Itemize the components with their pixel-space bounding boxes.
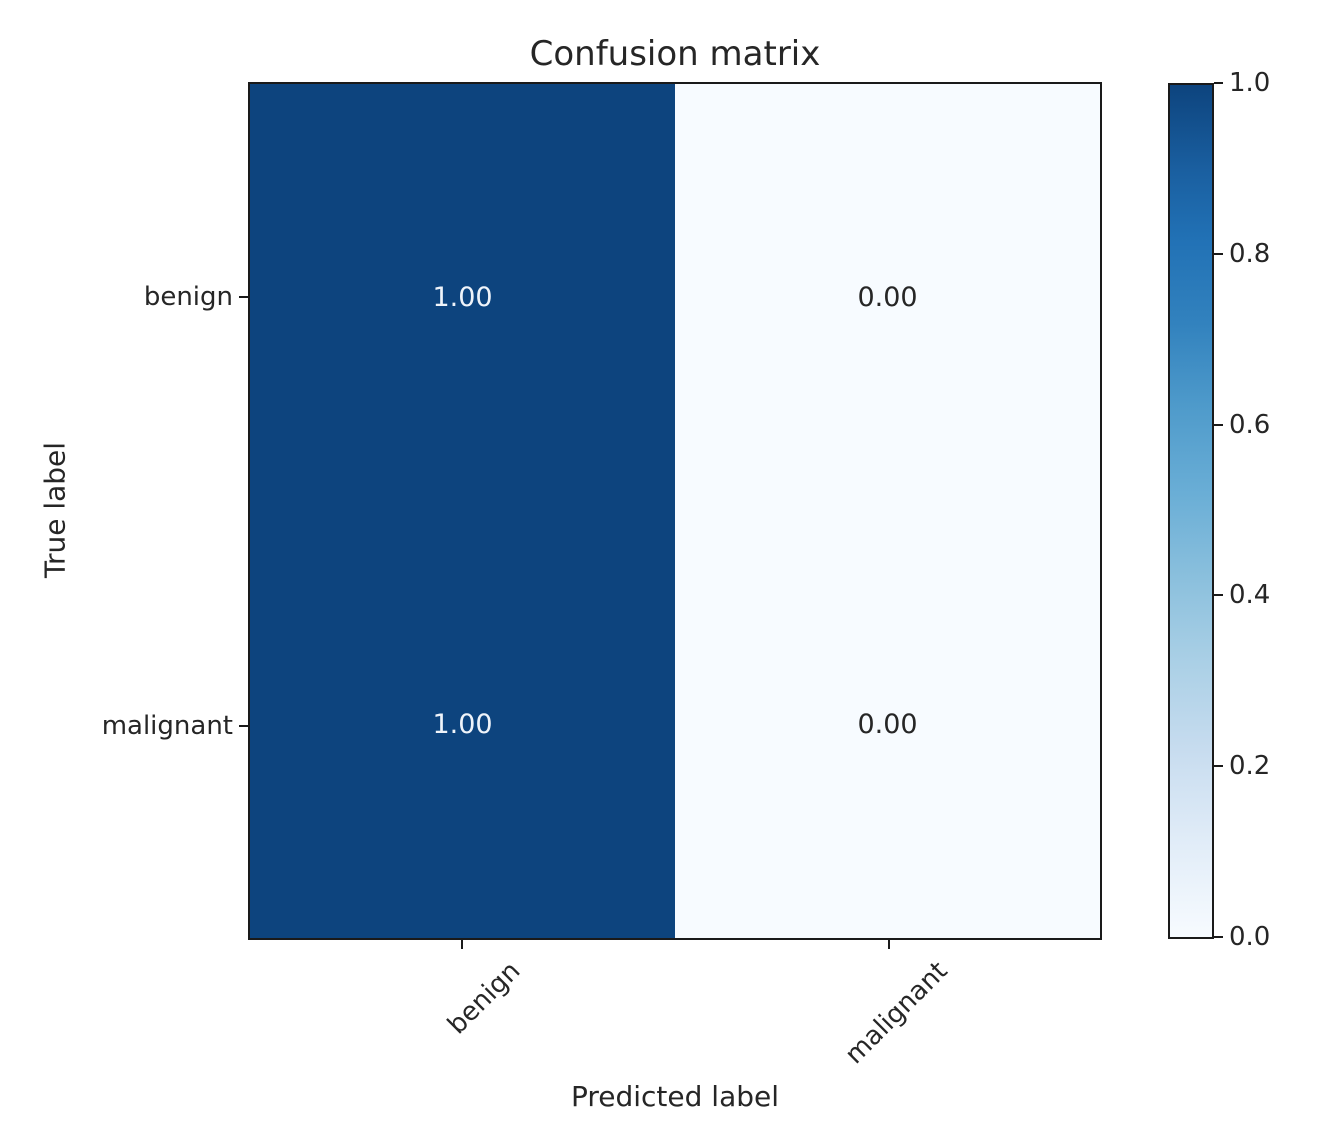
- y-tick-mark: [239, 295, 248, 298]
- heatmap-plot: 1.00 0.00 1.00 0.00: [248, 82, 1102, 940]
- colorbar-tick-label-0.2: 0.2: [1229, 751, 1271, 782]
- colorbar-tick-label-1.0: 1.0: [1229, 68, 1271, 98]
- x-tick-mark: [460, 940, 463, 949]
- chart-title: Confusion matrix: [529, 34, 821, 74]
- y-tick-mark: [239, 724, 248, 727]
- colorbar-tick-mark: [1214, 252, 1223, 255]
- heatmap-cell-malignant-malignant: 0.00: [675, 511, 1100, 938]
- colorbar-tick-label-0.0: 0.0: [1229, 922, 1271, 952]
- y-tick-label-malignant: malignant: [101, 710, 233, 741]
- cell-value: 0.00: [857, 282, 918, 313]
- colorbar-tick-label-0.4: 0.4: [1229, 580, 1271, 611]
- colorbar-tick-label-0.6: 0.6: [1229, 409, 1271, 440]
- colorbar-tick-mark: [1214, 936, 1223, 938]
- colorbar-tick-label-0.8: 0.8: [1229, 238, 1271, 269]
- y-axis-label: True label: [38, 441, 72, 579]
- colorbar-tick-mark: [1214, 423, 1223, 426]
- x-axis-label: Predicted label: [570, 1080, 780, 1113]
- cell-value: 0.00: [857, 709, 918, 740]
- x-tick-mark: [887, 940, 890, 949]
- cell-value: 1.00: [432, 282, 493, 313]
- x-tick-label-benign: benign: [442, 956, 527, 1041]
- heatmap-cell-malignant-benign: 1.00: [250, 511, 675, 938]
- heatmap-cell-benign-benign: 1.00: [250, 84, 675, 511]
- x-tick-label-malignant: malignant: [839, 956, 954, 1071]
- y-tick-label-benign: benign: [143, 281, 233, 312]
- colorbar-tick-mark: [1214, 82, 1223, 84]
- cell-value: 1.00: [432, 709, 493, 740]
- heatmap-cell-benign-malignant: 0.00: [675, 84, 1100, 511]
- colorbar-tick-mark: [1214, 594, 1223, 597]
- colorbar: [1168, 83, 1214, 939]
- colorbar-tick-mark: [1214, 765, 1223, 768]
